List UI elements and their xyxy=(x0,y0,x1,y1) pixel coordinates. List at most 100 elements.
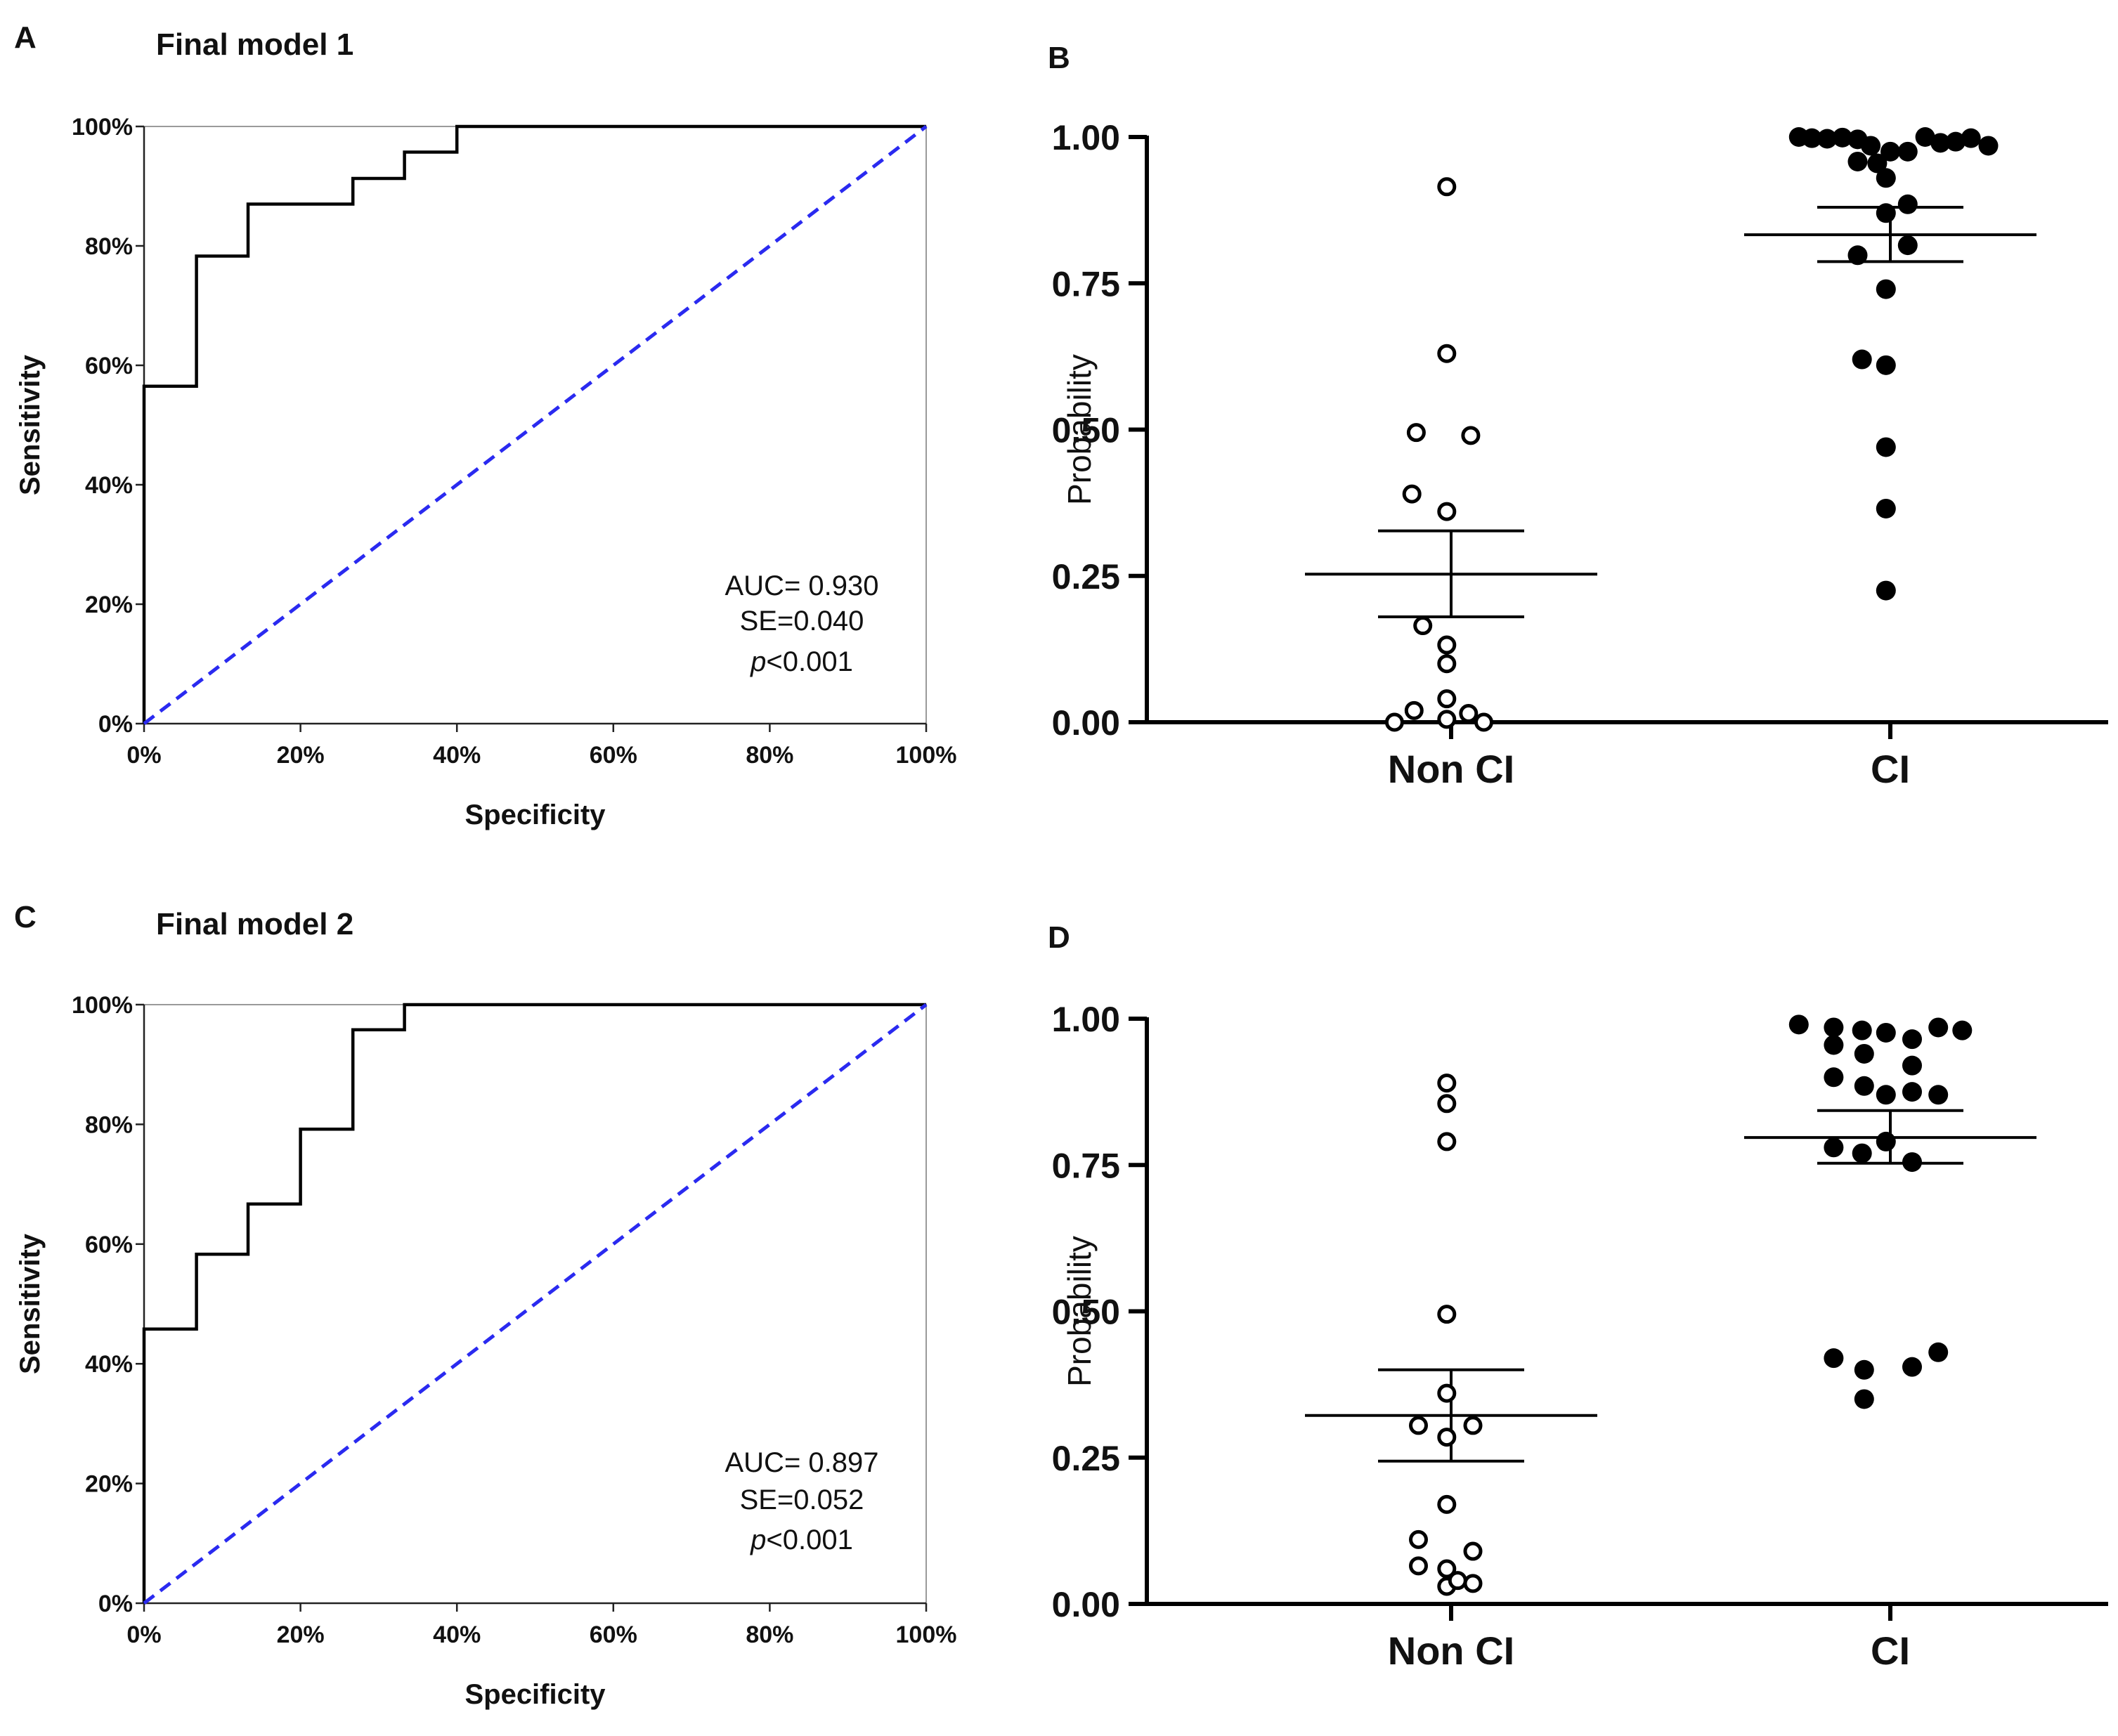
ci-data-point xyxy=(1880,141,1900,162)
non-ci-data-point xyxy=(1437,689,1457,709)
x-tick-label: 100% xyxy=(896,1621,957,1648)
non-ci-data-point xyxy=(1413,616,1433,636)
y-tick-label: 0.00 xyxy=(1052,1585,1120,1624)
non-ci-data-point xyxy=(1437,1132,1457,1151)
ci-data-point xyxy=(1952,1020,1973,1040)
y-tick-label: 40% xyxy=(85,472,133,499)
ci-data-point xyxy=(1876,168,1896,188)
x-tick-label: 80% xyxy=(746,742,793,769)
roc-curve-line xyxy=(142,1003,926,1603)
x-tick-label: 40% xyxy=(433,742,481,769)
y-tick-label: 80% xyxy=(85,1111,133,1138)
ci-data-point xyxy=(1902,1082,1922,1102)
y-tick-label: 60% xyxy=(85,1232,133,1258)
ci-data-point xyxy=(1852,1143,1872,1163)
p-rest: <0.001 xyxy=(766,646,852,677)
dot-plot-d: 0.00 0.25 0.50 0.75 1.00 Non CI CI Probability xyxy=(1052,1000,2108,1673)
x-tick-label: 80% xyxy=(746,1621,793,1648)
y-tick-label: 0.25 xyxy=(1052,557,1120,596)
ci-data-point xyxy=(1876,1085,1896,1105)
y-tick-label: 40% xyxy=(85,1351,133,1378)
ci-data-point xyxy=(1854,1043,1874,1064)
ci-data-point xyxy=(1978,136,1999,156)
panel-c-title: Final model 2 xyxy=(156,907,353,941)
non-ci-data-point xyxy=(1437,1305,1457,1324)
ci-data-point xyxy=(1854,1359,1874,1380)
y-axis-title: Sensitivity xyxy=(15,354,46,495)
y-tick-label: 100% xyxy=(72,114,133,141)
panel-letter-b: B xyxy=(1048,41,1070,75)
ci-data-point xyxy=(1876,1131,1896,1151)
roc-annotation-a: AUC= 0.930 SE=0.040 p<0.001 xyxy=(725,570,878,677)
y-axis-title: Sensitivity xyxy=(15,1233,46,1374)
ci-data-point xyxy=(1946,131,1966,152)
x-tick-label: 40% xyxy=(433,1621,481,1648)
y-tick-label: 0.25 xyxy=(1052,1439,1120,1478)
non-ci-data-point xyxy=(1437,1559,1457,1579)
ci-data-point xyxy=(1902,1357,1922,1377)
y-tick-label: 1.00 xyxy=(1052,118,1120,157)
ci-data-point xyxy=(1824,1035,1844,1055)
ci-data-point xyxy=(1824,1067,1844,1088)
non-ci-data-point xyxy=(1404,700,1424,720)
ci-data-point xyxy=(1928,1342,1949,1362)
y-tick-label: 60% xyxy=(85,353,133,379)
y-tick-label: 0.75 xyxy=(1052,1146,1120,1185)
ci-data-point xyxy=(1897,141,1918,162)
ci-data-point xyxy=(1876,279,1896,299)
non-ci-data-point xyxy=(1437,1428,1457,1447)
roc-annotation-c: AUC= 0.897 SE=0.052 p<0.001 xyxy=(725,1447,878,1555)
non-ci-data-point xyxy=(1409,1416,1428,1435)
roc-curve-line xyxy=(142,124,926,724)
category-label: Non CI xyxy=(1388,747,1514,791)
x-tick-label: 20% xyxy=(277,742,325,769)
non-ci-data-point xyxy=(1437,177,1457,197)
roc-plot-c: 0% 20% 40% 60% 80% 100% 0% 20% 40% 60% 80% 100% Spec… xyxy=(15,992,956,1710)
dot-plot-b: 0.00 0.25 0.50 0.75 1.00 Non CI CI Probability xyxy=(1052,118,2108,791)
ci-data-point xyxy=(1902,1055,1922,1076)
y-axis-title: Probability xyxy=(1061,354,1098,505)
ci-data-point xyxy=(1930,133,1951,153)
ci-data-point xyxy=(1854,1389,1874,1409)
reference-diagonal-line xyxy=(143,1003,928,1605)
non-ci-data-point xyxy=(1406,423,1426,443)
ci-data-point xyxy=(1876,580,1896,601)
panel-letter-a: A xyxy=(14,20,37,55)
y-tick-label: 100% xyxy=(72,992,133,1019)
y-axis-title: Probability xyxy=(1061,1236,1098,1387)
y-tick-label: 0.00 xyxy=(1052,703,1120,743)
panel-a-title: Final model 1 xyxy=(156,27,353,62)
ci-data-point xyxy=(1928,1017,1949,1038)
ci-data-point xyxy=(1961,128,1981,148)
x-tick-label: 20% xyxy=(277,1621,325,1648)
auc-label: AUC= 0.897 xyxy=(725,1447,878,1478)
category-label: CI xyxy=(1871,747,1910,791)
p-value-label: p<0.001 xyxy=(750,1525,853,1555)
ci-data-point xyxy=(1824,1348,1844,1369)
panel-letter-c: C xyxy=(14,900,37,934)
x-axis-title: Specificity xyxy=(464,800,606,830)
ci-data-point xyxy=(1824,1137,1844,1158)
panel-b: B 0.00 0.25 0.50 0.75 1.00 Non CI CI Probabilit… xyxy=(1048,41,2108,791)
reference-diagonal-line xyxy=(143,125,928,725)
non-ci-data-point xyxy=(1474,712,1493,732)
auc-label: AUC= 0.930 xyxy=(725,570,878,601)
ci-data-point xyxy=(1854,1076,1874,1096)
non-ci-data-point xyxy=(1448,1571,1467,1591)
non-ci-data-point xyxy=(1437,1494,1457,1514)
non-ci-data-point xyxy=(1402,484,1422,504)
ci-data-point xyxy=(1861,136,1881,156)
ci-data-point xyxy=(1824,1017,1844,1038)
ci-data-point xyxy=(1928,1085,1949,1105)
non-ci-data-point xyxy=(1437,635,1457,655)
non-ci-data-point xyxy=(1437,710,1457,729)
y-tick-label: 0% xyxy=(98,1591,133,1617)
p-value-label: p<0.001 xyxy=(750,646,853,677)
non-ci-data-point xyxy=(1437,1094,1457,1114)
x-tick-label: 0% xyxy=(126,742,161,769)
non-ci-data-point xyxy=(1463,1574,1483,1593)
ci-data-point xyxy=(1852,1020,1872,1040)
ci-data-point xyxy=(1876,1022,1896,1043)
x-tick-label: 60% xyxy=(590,742,637,769)
